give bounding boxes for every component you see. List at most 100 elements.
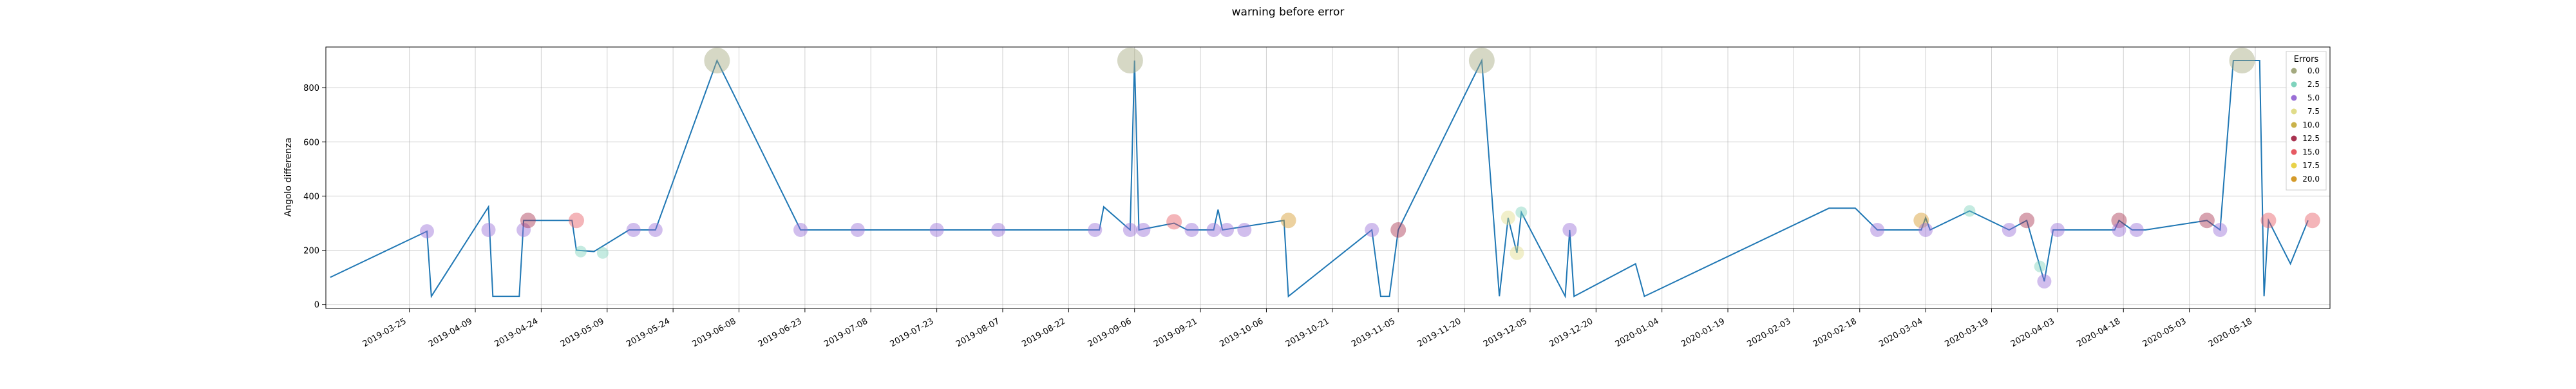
data-point — [1562, 222, 1577, 237]
y-tick-label: 200 — [303, 247, 319, 256]
data-point — [1870, 222, 1885, 237]
data-point — [2050, 222, 2065, 237]
x-tick-label: 2019-04-09 — [427, 316, 474, 349]
x-tick-label: 2019-06-08 — [691, 316, 738, 349]
x-tick-label: 2020-05-18 — [2207, 316, 2254, 349]
data-point — [520, 213, 536, 229]
x-tick-label: 2020-03-04 — [1877, 316, 1924, 349]
legend: Errors 0.0 2.5 5.0 7.5 10.0 12.5 15.0 17.5 20.0 — [2286, 51, 2327, 191]
data-point — [1237, 222, 1252, 237]
data-point — [929, 222, 944, 237]
y-tick-label: 800 — [303, 84, 319, 93]
data-point — [2034, 260, 2046, 272]
legend-marker — [2291, 122, 2297, 128]
x-tick-label: 2019-08-22 — [1020, 316, 1067, 349]
x-tick-label: 2019-12-20 — [1548, 316, 1595, 349]
data-point — [1280, 213, 1296, 229]
data-point — [1913, 213, 1929, 229]
marker-layer — [419, 48, 2320, 289]
data-point — [1220, 222, 1235, 237]
legend-label: 10.0 — [2302, 120, 2320, 129]
x-tick-label: 2019-10-21 — [1284, 316, 1331, 349]
data-point — [2037, 274, 2052, 289]
data-point — [1206, 222, 1221, 237]
legend-marker — [2291, 176, 2297, 182]
data-point — [1122, 222, 1137, 237]
data-point — [991, 222, 1006, 237]
x-tick-label: 2020-02-03 — [1745, 316, 1792, 349]
data-point — [1468, 48, 1495, 74]
data-point — [2260, 213, 2277, 229]
data-point — [2111, 213, 2127, 229]
data-point — [1390, 222, 1406, 238]
legend-label: 5.0 — [2307, 93, 2320, 102]
data-point — [419, 224, 434, 239]
data-point — [2199, 213, 2215, 229]
data-point — [793, 222, 808, 237]
data-point — [1515, 206, 1528, 218]
legend-label: 2.5 — [2307, 80, 2320, 89]
data-point — [1117, 48, 1143, 74]
x-tick-label: 2020-02-18 — [1812, 316, 1859, 349]
x-tick-label: 2020-01-19 — [1680, 316, 1727, 349]
x-tick-label: 2019-10-06 — [1218, 316, 1265, 349]
x-tick-label: 2019-11-20 — [1416, 316, 1463, 349]
x-tick-label: 2020-03-19 — [1944, 316, 1991, 349]
y-tick-label: 400 — [303, 192, 319, 202]
data-point — [648, 222, 663, 237]
data-point — [516, 222, 531, 237]
x-tick-label: 2019-09-06 — [1086, 316, 1133, 349]
series-line — [330, 58, 2309, 299]
legend-marker — [2291, 162, 2297, 169]
data-point — [1501, 211, 1515, 225]
x-tick-label: 2020-04-03 — [2009, 316, 2056, 349]
legend-label: 7.5 — [2307, 107, 2320, 116]
data-point — [1365, 222, 1379, 237]
legend-marker — [2291, 135, 2297, 142]
data-point — [574, 245, 587, 258]
data-point — [481, 222, 496, 237]
x-tick-label: 2019-06-23 — [757, 316, 804, 349]
x-tick-label: 2019-12-05 — [1482, 316, 1529, 349]
line-layer — [330, 58, 2309, 299]
data-point — [2112, 222, 2126, 237]
x-tick-label: 2019-08-07 — [954, 316, 1001, 349]
legend-label: 17.5 — [2302, 161, 2320, 170]
legend-label: 20.0 — [2302, 175, 2320, 184]
data-point — [850, 222, 865, 237]
data-point — [1510, 245, 1524, 260]
x-tick-label: 2020-01-04 — [1614, 316, 1661, 349]
x-tick-label: 2019-11-05 — [1350, 316, 1397, 349]
data-point — [1918, 222, 1933, 237]
data-point — [1166, 214, 1182, 230]
legend-marker — [2291, 149, 2297, 155]
data-point — [2229, 48, 2255, 74]
legend-marker — [2291, 81, 2297, 88]
grid-layer — [326, 47, 2330, 308]
legend-marker — [2291, 95, 2297, 101]
data-point — [1184, 222, 1199, 237]
data-point — [626, 222, 641, 237]
x-tick-label: 2020-04-18 — [2075, 316, 2122, 349]
x-tick-label: 2019-05-09 — [559, 316, 606, 349]
data-point — [2213, 222, 2228, 237]
chart-title: warning before error — [1232, 6, 1345, 19]
data-point — [1136, 222, 1151, 237]
legend-label: 0.0 — [2307, 66, 2320, 75]
data-point — [2002, 222, 2016, 237]
plot-frame — [325, 46, 2331, 309]
data-point — [2129, 222, 2144, 237]
data-point — [2019, 213, 2035, 229]
data-point — [596, 247, 609, 259]
x-tick-label: 2019-07-23 — [889, 316, 936, 349]
legend-marker — [2291, 108, 2297, 115]
legend-title: Errors — [2294, 55, 2319, 64]
y-axis-label: Angolo differenza — [283, 138, 294, 217]
y-tick-label: 600 — [303, 138, 319, 147]
legend-entries: 0.0 2.5 5.0 7.5 10.0 12.5 15.0 17.5 20.0 — [2291, 66, 2320, 184]
legend-label: 12.5 — [2302, 134, 2320, 143]
data-point — [2304, 213, 2320, 229]
x-tick-label: 2019-04-24 — [493, 316, 540, 349]
